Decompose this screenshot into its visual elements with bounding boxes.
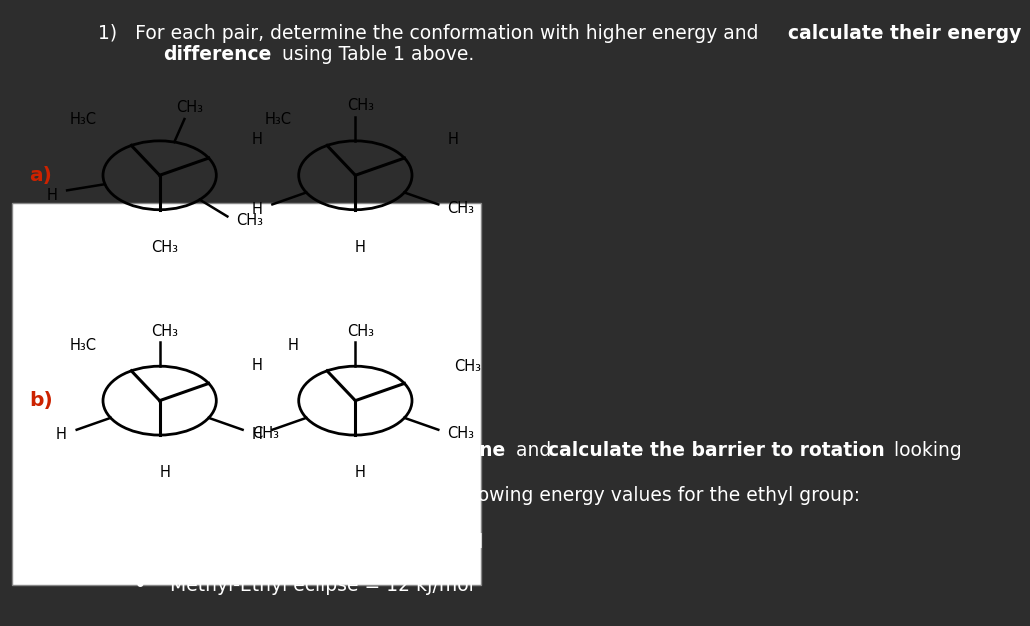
Text: H: H <box>46 188 57 203</box>
Text: •: • <box>134 576 146 596</box>
Text: 2)   Draw the structure of: 2) Draw the structure of <box>70 441 314 460</box>
Text: CH₃: CH₃ <box>237 213 264 228</box>
Text: H₃C: H₃C <box>69 337 97 352</box>
Text: H: H <box>251 133 263 147</box>
FancyBboxPatch shape <box>12 203 481 585</box>
Text: a): a) <box>29 166 52 185</box>
Text: H: H <box>447 133 458 147</box>
Text: CH₃: CH₃ <box>176 100 203 115</box>
Text: using Table 1 above.: using Table 1 above. <box>276 45 474 64</box>
Text: H₃C: H₃C <box>265 112 293 127</box>
Text: calculate the barrier to rotation: calculate the barrier to rotation <box>548 441 885 460</box>
Text: 1)   For each pair, determine the conformation with higher energy and: 1) For each pair, determine the conforma… <box>98 24 764 43</box>
Text: H: H <box>160 465 170 480</box>
Text: H: H <box>287 337 299 352</box>
Text: CH₃: CH₃ <box>347 324 374 339</box>
Text: CH₃: CH₃ <box>251 426 279 441</box>
Text: H: H <box>355 240 366 255</box>
Text: b): b) <box>29 391 53 410</box>
Text: Methyl-Ethyl eclipse = 12 kJ/mol: Methyl-Ethyl eclipse = 12 kJ/mol <box>170 576 474 595</box>
Text: difference: difference <box>163 45 271 64</box>
Text: CH₃: CH₃ <box>447 426 475 441</box>
Text: •: • <box>134 533 146 553</box>
Text: H₃C: H₃C <box>69 112 97 127</box>
Text: H: H <box>355 465 366 480</box>
Text: calculate their energy: calculate their energy <box>788 24 1022 43</box>
Text: looking: looking <box>888 441 962 460</box>
Text: H: H <box>251 358 263 372</box>
Text: CH₃: CH₃ <box>447 201 475 215</box>
Text: CH₃: CH₃ <box>347 98 374 113</box>
Text: and: and <box>510 441 557 460</box>
Text: H: H <box>251 202 263 217</box>
Text: H: H <box>56 428 67 442</box>
Text: CH₃: CH₃ <box>453 359 481 374</box>
Text: H: H <box>251 428 263 442</box>
Text: Methyl-Ethyl gauche = 4.2 kJ/mol: Methyl-Ethyl gauche = 4.2 kJ/mol <box>170 533 483 552</box>
Text: CH₃: CH₃ <box>151 324 178 339</box>
Text: through the C2-C3 bond. Use the following energy values for the ethyl group:: through the C2-C3 bond. Use the followin… <box>134 486 860 505</box>
Text: CH₃: CH₃ <box>151 240 178 255</box>
Text: 2-methylpentane: 2-methylpentane <box>324 441 506 460</box>
